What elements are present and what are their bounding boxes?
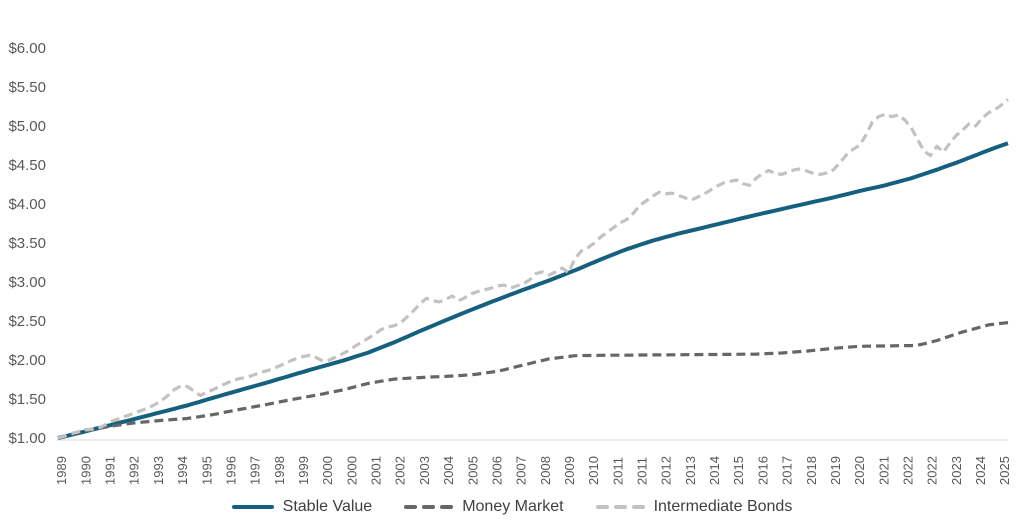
- y-axis-tick-label: $3.00: [8, 274, 46, 291]
- x-axis-tick-label: 2008: [538, 456, 553, 485]
- x-axis-tick-label: 2021: [876, 456, 891, 485]
- legend-item-intermediate-bonds: Intermediate Bonds: [595, 498, 793, 515]
- x-axis-tick-label: 1995: [199, 456, 214, 485]
- legend-label-stable-value: Stable Value: [282, 498, 373, 515]
- legend-label-intermediate-bonds: Intermediate Bonds: [653, 498, 793, 515]
- series-line-money-market: [57, 321, 1009, 440]
- x-axis-tick-label: 1992: [127, 456, 142, 485]
- x-axis-tick-label: 2024: [973, 456, 988, 485]
- legend-label-money-market: Money Market: [462, 498, 564, 515]
- chart-legend: Stable Value Money Market Intermediate B…: [0, 492, 1024, 522]
- series-line-stable-value: [57, 141, 1009, 440]
- x-axis-tick-label: 2009: [562, 456, 577, 485]
- x-axis-tick-label: 1989: [54, 456, 69, 485]
- x-axis-tick-label: 2022: [900, 456, 915, 485]
- x-axis-tick-label: 1990: [78, 456, 93, 485]
- x-axis-tick-label: 2022: [925, 456, 940, 485]
- x-axis-tick-label: 2015: [731, 456, 746, 485]
- x-axis-tick-label: 1999: [296, 456, 311, 485]
- x-axis-tick-label: 2001: [368, 456, 383, 485]
- x-axis-tick-label: 2025: [997, 456, 1012, 485]
- stable-value-solid-line-swatch: [231, 505, 274, 509]
- x-axis-tick-label: 1991: [103, 456, 118, 485]
- x-axis-tick-label: 2006: [489, 456, 504, 485]
- x-axis-tick-label: 2018: [804, 456, 819, 485]
- x-axis-tick-label: 2005: [465, 456, 480, 485]
- x-axis-tick-label: 2010: [586, 456, 601, 485]
- y-axis-tick-label: $1.50: [8, 391, 46, 408]
- x-axis-tick-label: 1994: [175, 456, 190, 485]
- x-axis-tick-label: 2016: [755, 456, 770, 485]
- x-axis-tick-label: 2011: [610, 457, 625, 485]
- y-axis-tick-label: $2.00: [8, 352, 46, 369]
- x-axis-tick-label: 2020: [852, 456, 867, 485]
- money-market-dashed-line-swatch: [404, 505, 454, 509]
- x-axis-tick-label: 2000: [344, 456, 359, 485]
- x-axis-tick-label: 2014: [707, 456, 722, 485]
- x-axis-tick-label: 2002: [393, 456, 408, 485]
- x-axis-tick-label: 2013: [683, 456, 698, 485]
- series-line-intermediate-bonds: [57, 98, 1010, 440]
- y-axis-tick-label: $5.50: [8, 79, 46, 96]
- y-axis-tick-label: $1.00: [8, 430, 46, 447]
- x-axis-tick-label: 2023: [949, 456, 964, 485]
- legend-item-money-market: Money Market: [404, 498, 564, 515]
- x-axis-tick-label: 2017: [780, 456, 795, 485]
- x-axis-tick-label: 2004: [441, 456, 456, 485]
- x-axis-tick-label: 2019: [828, 456, 843, 485]
- x-axis-tick-label: 2003: [417, 456, 432, 485]
- y-axis-tick-label: $4.50: [8, 157, 46, 174]
- x-axis-tick-label: 2000: [320, 456, 335, 485]
- y-axis-tick-label: $3.50: [8, 235, 46, 252]
- x-axis-tick-label: 2007: [514, 456, 529, 485]
- y-axis-tick-label: $2.50: [8, 313, 46, 330]
- chart-plot-area: $1.00 $1.50 $2.00 $2.50 $3.00 $3.50 $4.00 $4.50…: [8, 40, 1012, 485]
- x-axis-tick-label: 1998: [272, 456, 287, 485]
- y-axis-tick-label: $5.00: [8, 118, 46, 135]
- x-axis-tick-label: 1993: [151, 456, 166, 485]
- intermediate-bonds-dashed-line-swatch: [595, 505, 645, 509]
- x-axis-tick-label: 2011: [634, 457, 649, 485]
- y-axis-tick-label: $4.00: [8, 196, 46, 213]
- legend-item-stable-value: Stable Value: [231, 498, 373, 515]
- x-axis-tick-label: 2012: [659, 456, 674, 485]
- x-axis-tick-label: 1996: [223, 456, 238, 485]
- x-axis-tick-label: 1997: [248, 456, 263, 485]
- y-axis-tick-label: $6.00: [8, 40, 46, 57]
